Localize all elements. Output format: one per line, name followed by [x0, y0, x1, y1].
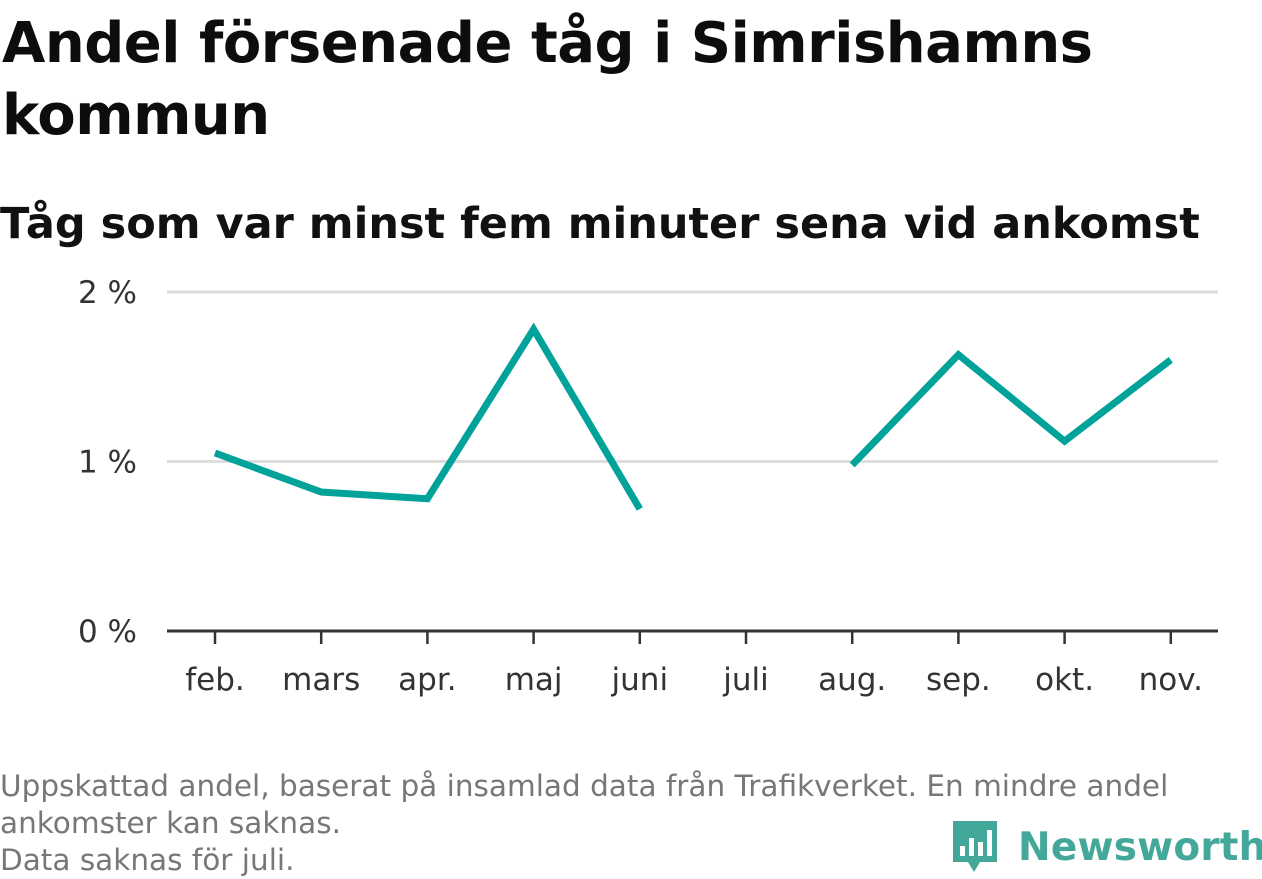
- x-tick-label: juli: [722, 662, 769, 698]
- brand-logo: Newsworthy: [950, 818, 1262, 876]
- chart-title: Andel försenade tåg i Simrishamns kommun: [2, 11, 1093, 148]
- footnote: Uppskattad andel, baserat på insamlad da…: [0, 768, 1250, 879]
- x-tick-label: mars: [282, 662, 360, 698]
- x-axis-ticks: feb. mars apr. maj juni juli aug. sep. okt. nov.: [185, 631, 1203, 698]
- gridlines: [167, 290, 1218, 463]
- x-tick-label: aug.: [818, 662, 886, 698]
- footnote-source: Uppskattad andel, baserat på insamlad da…: [0, 769, 1169, 840]
- x-tick-label: nov.: [1139, 662, 1203, 698]
- y-tick-label: 2 %: [78, 275, 137, 311]
- x-tick-label: okt.: [1035, 662, 1094, 698]
- footnote-missing-data: Data saknas för juli.: [0, 843, 295, 877]
- y-tick-label: 0 %: [78, 614, 137, 650]
- brand-name: Newsworthy: [1018, 824, 1262, 870]
- x-tick-label: feb.: [185, 662, 245, 698]
- x-tick-label: maj: [505, 662, 563, 698]
- series-line-segment: [849, 349, 1173, 468]
- y-tick-label: 1 %: [78, 445, 137, 481]
- x-tick-label: sep.: [926, 662, 991, 698]
- bar-chart-speech-bubble-icon: [953, 821, 997, 872]
- x-tick-label: apr.: [398, 662, 456, 698]
- series-lines: [213, 322, 1173, 511]
- series-line-segment: [213, 322, 643, 511]
- x-tick-label: juni: [611, 662, 669, 698]
- chart-subtitle: Tåg som var minst fem minuter sena vid a…: [0, 199, 1200, 249]
- y-axis-ticks: 0 % 1 % 2 %: [78, 275, 137, 650]
- line-chart: 0 % 1 % 2 % feb. mars apr. maj juni juli aug. sep…: [78, 275, 1218, 698]
